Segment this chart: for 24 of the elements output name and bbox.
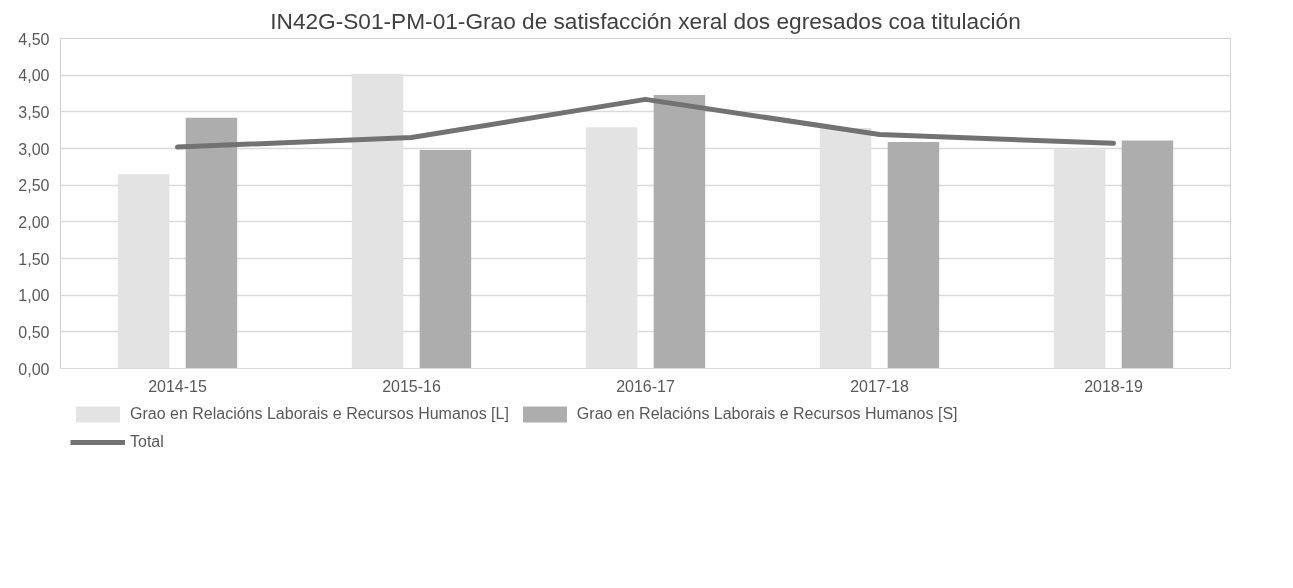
- legend-label: Grao en Relacións Laborais e Recursos Humanos [L]: [130, 405, 509, 423]
- y-tick-label: 0,00: [18, 360, 50, 378]
- bar: [185, 117, 238, 369]
- bar: [887, 141, 940, 369]
- y-tick-label: 3,00: [18, 140, 50, 158]
- y-tick-label: 2,00: [18, 213, 50, 231]
- chart-title: IN42G-S01-PM-01-Grao de satisfacción xeral dos egresados coa titulación: [270, 7, 1021, 34]
- y-tick-label: 1,50: [18, 250, 50, 268]
- y-tick-label: 0,50: [18, 323, 50, 341]
- bar: [419, 149, 472, 369]
- x-tick-label: 2016-17: [616, 377, 675, 395]
- x-tick-label: 2017-18: [850, 377, 909, 395]
- bar: [653, 94, 706, 369]
- y-tick-label: 1,00: [18, 287, 50, 305]
- x-tick-label: 2015-16: [382, 377, 441, 395]
- y-tick-label: 2,50: [18, 177, 50, 195]
- x-tick-label: 2018-19: [1084, 377, 1143, 395]
- y-tick-label: 3,50: [18, 103, 50, 121]
- y-tick-label: 4,00: [18, 67, 50, 85]
- bar: [1121, 140, 1174, 369]
- y-tick-label: 4,50: [18, 30, 50, 48]
- x-tick-label: 2014-15: [148, 377, 207, 395]
- legend-label: Grao en Relacións Laborais e Recursos Humanos [S]: [576, 405, 958, 423]
- legend-label: Total: [130, 433, 164, 451]
